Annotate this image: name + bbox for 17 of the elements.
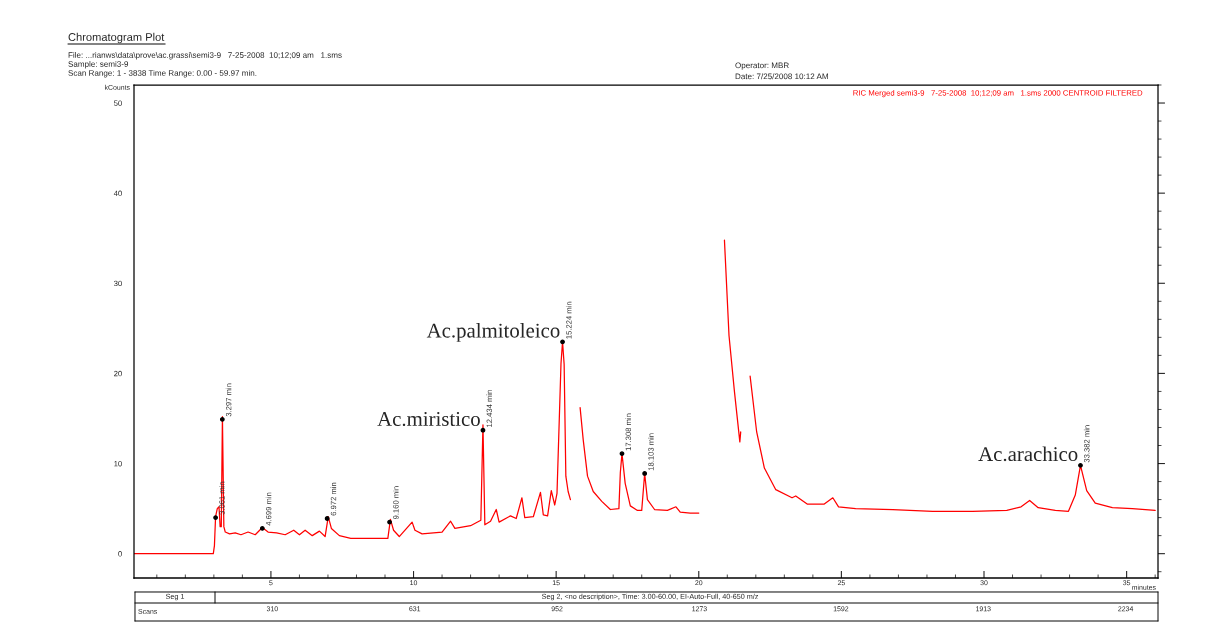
point <box>642 471 648 476</box>
point <box>259 526 265 531</box>
point <box>219 416 225 422</box>
chart-subtitle: File: ...rianws\data\prove\ac.grassi\semi3-9 7-25-2008 10;12;09 am 1.sms Sample: semi3-9 Scan Range: 1 - 3838 Time Range: 0.00 - 59.97 min. <box>68 52 342 78</box>
point <box>387 519 392 525</box>
point <box>324 516 330 521</box>
point <box>1078 462 1083 468</box>
chart-title: Chromatogram Plot <box>68 32 165 44</box>
annotation: Ac.arachico <box>978 446 1078 462</box>
point <box>213 515 219 521</box>
annotation: Ac.palmitoleico <box>426 322 560 342</box>
text: Date: 7/25/2008 10:12 AM <box>735 73 828 80</box>
text: Operator: MBR <box>735 62 789 70</box>
point <box>619 451 625 457</box>
point <box>560 339 565 345</box>
annotation: Ac.miristico <box>377 411 480 427</box>
point <box>480 427 486 433</box>
